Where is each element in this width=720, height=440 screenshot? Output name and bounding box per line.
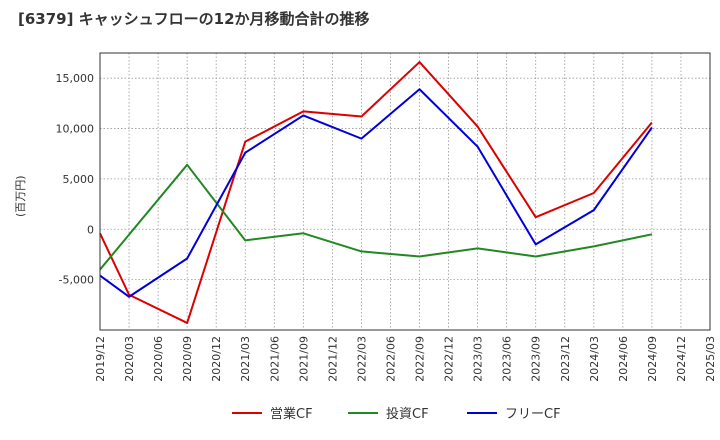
x-tick-label: 2020/12 — [210, 336, 223, 382]
x-tick-label: 2021/06 — [268, 336, 281, 382]
legend-label: 投資CF — [386, 406, 429, 422]
x-tick-label: 2021/03 — [239, 336, 252, 382]
x-tick-label: 2023/12 — [559, 336, 572, 382]
x-tick-label: 2024/09 — [646, 336, 659, 382]
x-tick-label: 2022/12 — [443, 336, 456, 382]
x-tick-label: 2024/06 — [617, 336, 630, 382]
plot-frame — [99, 52, 711, 331]
x-tick-label: 2023/06 — [501, 336, 514, 382]
series-line-3 — [99, 88, 653, 298]
chart-title: [6379] キャッシュフローの12か月移動合計の推移 — [18, 10, 370, 28]
x-tick-label: 2020/03 — [123, 336, 136, 382]
x-tick-label: 2020/09 — [181, 336, 194, 382]
x-tick-label: 2022/09 — [414, 336, 427, 382]
y-tick-label: 0 — [87, 223, 94, 236]
x-tick-label: 2022/06 — [384, 336, 397, 382]
x-tick-label: 2022/03 — [355, 336, 368, 382]
legend-label: フリーCF — [505, 407, 561, 422]
x-tick-label: 2024/12 — [675, 336, 688, 382]
x-tick-label: 2025/03 — [704, 336, 717, 382]
y-axis-ticks: -5,000 0 5,000 10,000 15,000 — [56, 72, 95, 286]
legend-label: 営業CF — [270, 406, 313, 422]
legend: 営業CF 投資CF フリーCF — [232, 406, 561, 422]
series-line-1 — [99, 61, 653, 324]
x-tick-label: 2021/09 — [297, 336, 310, 382]
x-tick-label: 2020/06 — [152, 336, 165, 382]
y-tick-label: 5,000 — [63, 173, 95, 186]
x-tick-label: 2019/12 — [94, 336, 107, 382]
x-tick-label: 2021/12 — [326, 336, 339, 382]
y-tick-label: -5,000 — [59, 274, 94, 287]
grid-lines — [99, 53, 711, 330]
x-tick-label: 2023/03 — [472, 336, 485, 382]
x-tick-label: 2023/09 — [530, 336, 543, 382]
y-tick-label: 15,000 — [56, 72, 95, 85]
series-lines — [99, 61, 653, 324]
plot-background — [100, 53, 710, 330]
y-tick-label: 10,000 — [56, 123, 95, 136]
series-line-2 — [99, 163, 653, 271]
x-axis-ticks: 2019/12 2020/03 2020/06 2020/09 2020/12 2021/… — [94, 336, 717, 382]
x-tick-label: 2024/03 — [588, 336, 601, 382]
